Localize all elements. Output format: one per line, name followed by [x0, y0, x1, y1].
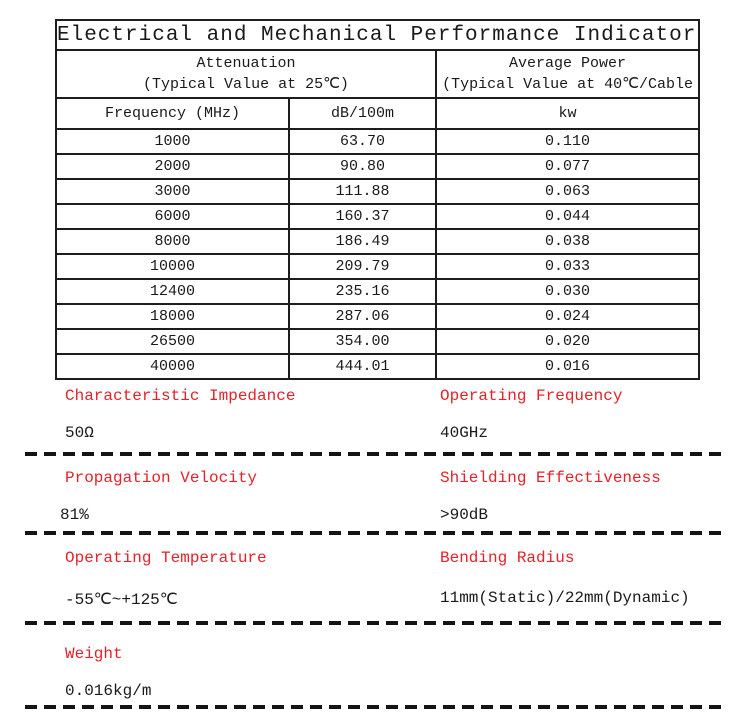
cell-frequency: 10000: [55, 253, 290, 280]
cell-frequency: 2000: [55, 153, 290, 180]
table-row: 2000 90.80 0.077: [55, 153, 701, 180]
cell-power: 0.063: [434, 178, 701, 205]
cell-power: 0.024: [434, 303, 701, 330]
performance-table: Electrical and Mechanical Performance In…: [54, 19, 701, 380]
cell-attenuation: 209.79: [288, 253, 437, 280]
cell-frequency: 6000: [55, 203, 290, 230]
cell-attenuation: 186.49: [288, 228, 437, 255]
spec-value-weight: 0.016kg/m: [65, 682, 152, 700]
cell-frequency: 26500: [55, 328, 290, 355]
table-row: 10000 209.79 0.033: [55, 253, 701, 280]
spec-value-characteristic-impedance: 50Ω: [65, 424, 94, 442]
table-row: 1000 63.70 0.110: [55, 128, 701, 155]
dashed-divider: [25, 531, 722, 535]
cell-attenuation: 63.70: [288, 128, 437, 155]
group-header-attenuation-line1: Attenuation: [196, 55, 296, 72]
cell-attenuation: 160.37: [288, 203, 437, 230]
spec-label-operating-temperature: Operating Temperature: [65, 549, 267, 567]
cell-frequency: 40000: [55, 353, 290, 380]
spec-label-propagation-velocity: Propagation Velocity: [65, 469, 258, 487]
cell-attenuation: 444.01: [288, 353, 437, 380]
cell-power: 0.033: [434, 253, 701, 280]
column-header-frequency: Frequency (MHz): [55, 97, 290, 130]
cell-power: 0.038: [434, 228, 701, 255]
cell-power: 0.020: [434, 328, 701, 355]
cell-attenuation: 235.16: [288, 278, 437, 305]
table-title-row: Electrical and Mechanical Performance In…: [54, 19, 701, 51]
cell-frequency: 1000: [55, 128, 290, 155]
cell-power: 0.044: [434, 203, 701, 230]
spec-label-characteristic-impedance: Characteristic Impedance: [65, 387, 296, 405]
column-header-db100m: dB/100m: [288, 97, 437, 130]
group-header-average-power: Average Power (Typical Value at 40℃/Cabl…: [434, 49, 701, 99]
group-header-row: Attenuation (Typical Value at 25℃) Avera…: [55, 49, 701, 99]
dashed-divider: [25, 705, 722, 709]
dashed-divider: [25, 621, 722, 625]
spec-label-operating-frequency: Operating Frequency: [440, 387, 623, 405]
spec-value-bending-radius: 11mm(Static)/22mm(Dynamic): [440, 589, 690, 607]
cell-power: 0.077: [434, 153, 701, 180]
table-row: 6000 160.37 0.044: [55, 203, 701, 230]
spec-value-operating-frequency: 40GHz: [440, 424, 489, 442]
group-header-attenuation: Attenuation (Typical Value at 25℃): [55, 49, 437, 99]
spec-label-bending-radius: Bending Radius: [440, 549, 575, 567]
table-row: 26500 354.00 0.020: [55, 328, 701, 355]
cell-frequency: 3000: [55, 178, 290, 205]
cell-frequency: 12400: [55, 278, 290, 305]
table-title: Electrical and Mechanical Performance In…: [54, 19, 701, 51]
dashed-divider: [25, 452, 722, 456]
spec-value-operating-temperature: -55℃~+125℃: [65, 591, 178, 609]
table-row: 8000 186.49 0.038: [55, 228, 701, 255]
spec-value-shielding-effectiveness: >90dB: [440, 506, 489, 524]
cell-frequency: 8000: [55, 228, 290, 255]
table-row: 40000 444.01 0.016: [55, 353, 701, 380]
column-header-kw: kw: [434, 97, 701, 130]
cell-attenuation: 111.88: [288, 178, 437, 205]
cell-attenuation: 354.00: [288, 328, 437, 355]
cell-attenuation: 90.80: [288, 153, 437, 180]
cell-frequency: 18000: [55, 303, 290, 330]
spec-label-shielding-effectiveness: Shielding Effectiveness: [440, 469, 661, 487]
cell-power: 0.016: [434, 353, 701, 380]
group-header-average-power-line2: (Typical Value at 40℃/Cable: [442, 76, 693, 93]
table-row: 12400 235.16 0.030: [55, 278, 701, 305]
cell-power: 0.110: [434, 128, 701, 155]
table-row: 18000 287.06 0.024: [55, 303, 701, 330]
cell-power: 0.030: [434, 278, 701, 305]
table-row: 3000 111.88 0.063: [55, 178, 701, 205]
group-header-average-power-line1: Average Power: [508, 55, 627, 72]
spec-value-propagation-velocity: 81%: [60, 506, 89, 524]
group-header-attenuation-line2: (Typical Value at 25℃): [143, 76, 349, 93]
cell-attenuation: 287.06: [288, 303, 437, 330]
column-header-row: Frequency (MHz) dB/100m kw: [55, 97, 701, 130]
spec-label-weight: Weight: [65, 645, 123, 663]
